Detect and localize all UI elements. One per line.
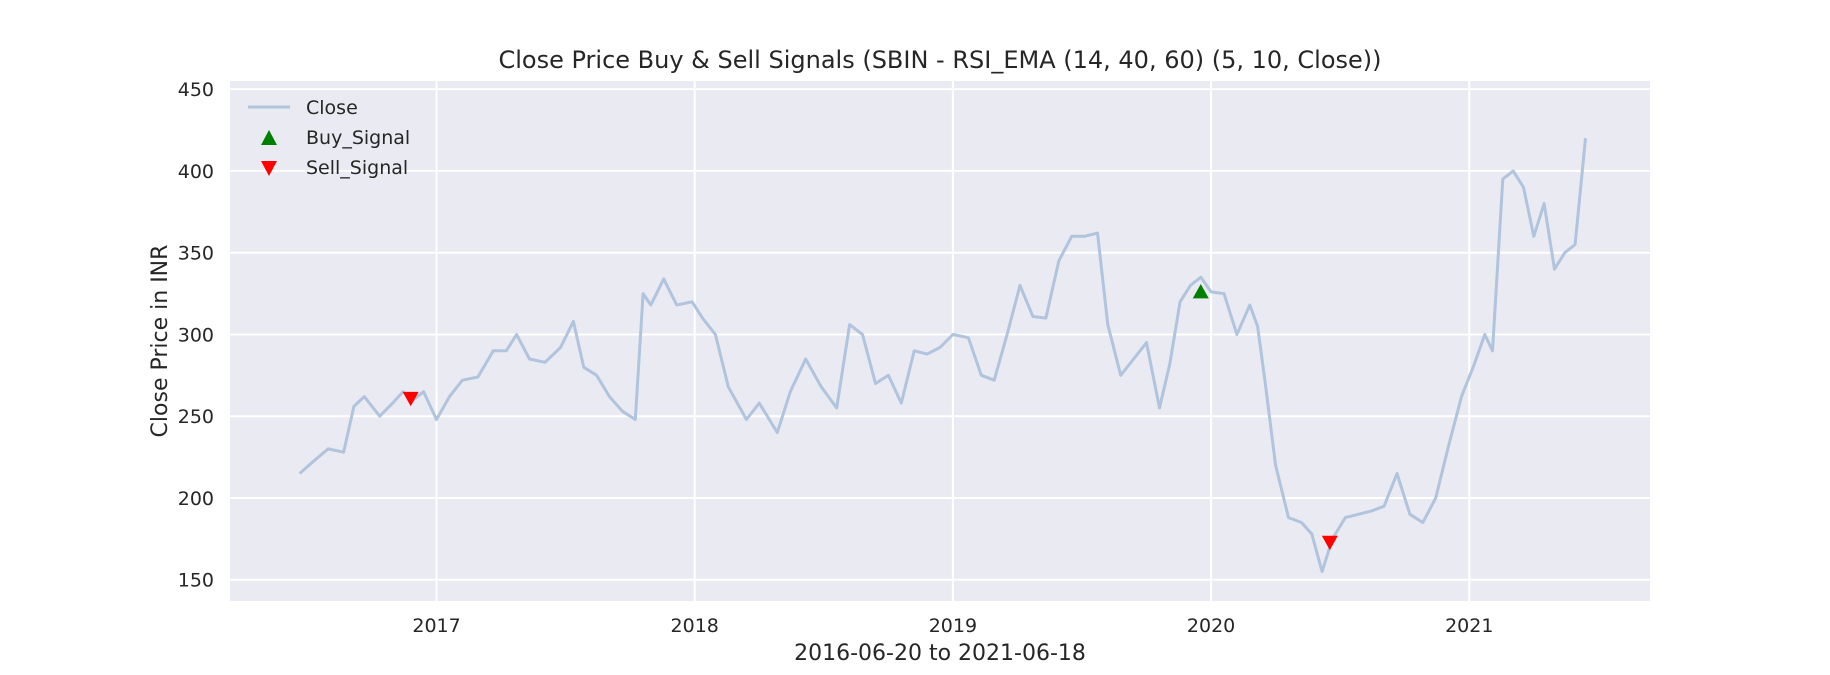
close-price-line: [298, 138, 1587, 574]
x-tick-label: 2018: [671, 615, 719, 637]
buy-signal-marker: [1192, 283, 1209, 299]
y-axis-ticks: 150 200 250 300 350 400 450: [178, 79, 214, 592]
y-tick-label: 250: [178, 406, 214, 428]
y-tick-label: 400: [178, 161, 214, 183]
legend: Close Buy_Signal Sell_Signal: [248, 97, 410, 179]
y-tick-label: 200: [178, 488, 214, 510]
legend-buy-label: Buy_Signal: [306, 127, 410, 149]
legend-sell-label: Sell_Signal: [306, 157, 408, 179]
legend-sell-marker: [261, 161, 277, 176]
plot-area: [230, 81, 1650, 601]
legend-close-label: Close: [306, 97, 358, 119]
y-tick-label: 450: [178, 79, 214, 101]
x-tick-label: 2020: [1187, 615, 1235, 637]
x-axis-label: 2016-06-20 to 2021-06-18: [794, 641, 1086, 666]
x-axis-ticks: 2017 2018 2019 2020 2021: [412, 615, 1493, 637]
y-axis-label: Close Price in INR: [148, 245, 173, 438]
sell-signal-marker: [402, 391, 419, 407]
x-tick-label: 2019: [929, 615, 977, 637]
signal-markers: [402, 283, 1338, 551]
x-tick-label: 2021: [1445, 615, 1493, 637]
sell-signal-marker: [1321, 535, 1338, 551]
x-tick-label: 2017: [412, 615, 460, 637]
y-tick-label: 150: [178, 570, 214, 592]
chart-title: Close Price Buy & Sell Signals (SBIN - R…: [498, 46, 1381, 74]
y-tick-label: 350: [178, 243, 214, 265]
y-tick-label: 300: [178, 324, 214, 346]
legend-buy-marker: [261, 130, 277, 145]
grid: [230, 81, 1650, 601]
